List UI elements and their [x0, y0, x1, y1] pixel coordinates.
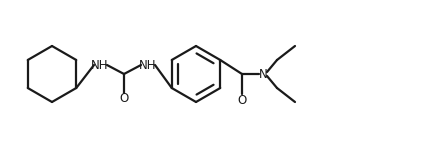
- Text: O: O: [120, 92, 128, 106]
- Text: NH: NH: [139, 58, 157, 71]
- Text: N: N: [259, 67, 268, 81]
- Text: NH: NH: [91, 58, 109, 71]
- Text: O: O: [237, 94, 247, 107]
